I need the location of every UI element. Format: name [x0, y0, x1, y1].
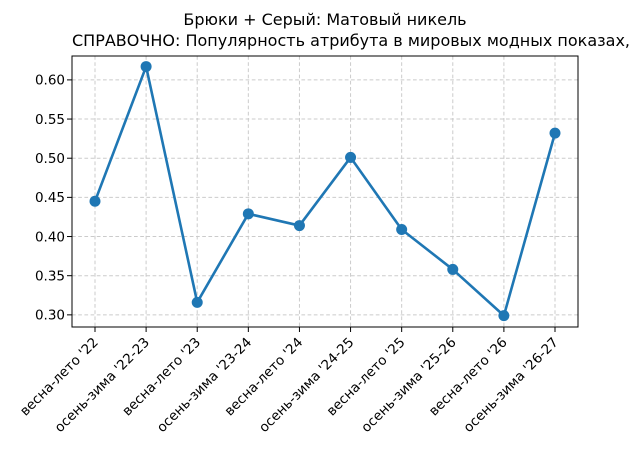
y-tick-label: 0.35	[35, 268, 65, 284]
y-tick-label: 0.45	[35, 190, 65, 206]
y-tick-label: 0.60	[35, 73, 65, 89]
x-tick-label: осень-зима '23-24	[154, 335, 255, 436]
series-line	[93, 65, 557, 317]
data-point	[89, 195, 101, 207]
y-tick-label: 0.30	[35, 308, 65, 324]
y-tick-label: 0.55	[35, 112, 65, 128]
chart-subtitle: СПРАВОЧНО: Популярность атрибута в миров…	[72, 31, 635, 50]
data-point	[140, 61, 152, 73]
chart-title: Брюки + Серый: Матовый никель	[183, 10, 467, 29]
data-point	[293, 220, 305, 232]
data-point	[242, 208, 254, 220]
x-tick-label: осень-зима '22-23	[52, 335, 153, 436]
y-tick-label: 0.50	[35, 151, 65, 167]
x-tick-label: осень-зима '26-27	[461, 335, 562, 436]
data-point	[345, 151, 357, 163]
y-tick-label: 0.40	[35, 229, 65, 245]
x-tick-label: осень-зима '24-25	[256, 335, 357, 436]
data-point	[498, 310, 510, 322]
data-point	[447, 263, 459, 275]
data-point	[549, 127, 561, 139]
data-point	[396, 223, 408, 235]
data-point	[191, 296, 203, 308]
plot-border	[71, 55, 579, 328]
x-tick-label: осень-зима '25-26	[358, 335, 459, 436]
chart-title-block: Брюки + Серый: Матовый никель СПРАВОЧНО:…	[72, 9, 635, 51]
